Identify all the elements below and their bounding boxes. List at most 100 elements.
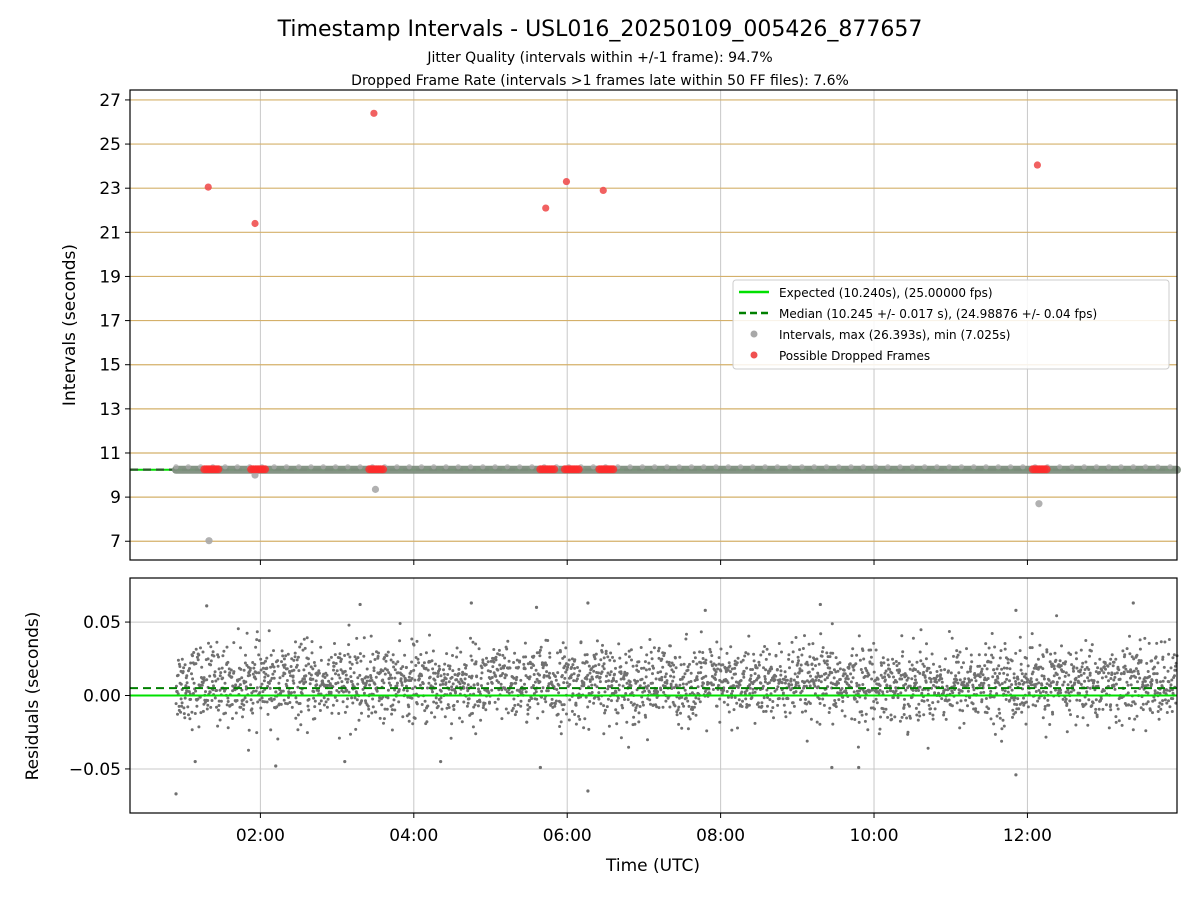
residual-point	[343, 669, 347, 673]
interval-point	[1130, 464, 1136, 470]
residual-point	[762, 696, 766, 700]
residual-point	[840, 687, 844, 690]
residual-point	[919, 659, 923, 663]
dropped-frame-cluster-point	[214, 465, 223, 474]
residual-point	[243, 696, 247, 700]
residual-point	[763, 675, 767, 678]
residual-point	[362, 691, 366, 695]
residual-point	[790, 640, 794, 644]
residual-point	[271, 672, 275, 676]
residual-outlier-point	[703, 608, 707, 612]
residual-point	[391, 703, 395, 707]
residual-point	[193, 712, 197, 715]
residual-point	[787, 685, 791, 689]
legend-dropped-label: Possible Dropped Frames	[779, 349, 930, 363]
residual-point	[908, 716, 912, 720]
residual-point	[176, 658, 180, 662]
residual-point	[456, 700, 459, 703]
residual-point	[383, 672, 387, 676]
residual-point	[1075, 698, 1079, 702]
residual-point	[985, 711, 989, 715]
residual-point	[651, 672, 654, 676]
residual-point	[492, 660, 496, 664]
residual-point	[587, 727, 591, 731]
interval-point	[590, 464, 596, 470]
residual-point	[1064, 690, 1068, 694]
residual-point	[208, 674, 212, 678]
residual-point	[545, 663, 548, 667]
residual-point	[956, 660, 960, 664]
residual-point	[918, 714, 922, 718]
residual-point	[660, 657, 664, 661]
residual-point	[933, 691, 937, 695]
top-plot-ytick-label: 11	[99, 444, 121, 464]
residual-point	[519, 678, 523, 682]
residual-point	[389, 673, 392, 677]
residual-point	[960, 689, 964, 693]
residual-point	[579, 640, 583, 644]
residual-point	[944, 657, 947, 661]
residual-point	[971, 702, 975, 706]
residual-point	[615, 699, 619, 703]
residual-point	[856, 745, 860, 749]
residual-point	[657, 706, 661, 710]
residual-point	[925, 669, 929, 673]
residual-point	[511, 706, 515, 710]
residual-point	[704, 661, 708, 665]
residual-point	[208, 690, 212, 694]
residual-point	[369, 660, 372, 664]
residual-point	[874, 648, 878, 652]
residual-point	[478, 700, 482, 704]
residual-point	[515, 675, 519, 679]
residual-point	[428, 675, 432, 679]
residual-point	[1145, 702, 1148, 706]
residual-point	[1036, 657, 1040, 661]
residual-point	[1131, 728, 1135, 732]
residual-point	[621, 706, 625, 710]
residual-point	[600, 670, 604, 674]
residual-point	[649, 702, 652, 706]
residual-point	[584, 695, 588, 699]
residual-point	[279, 702, 283, 706]
residual-point	[1081, 716, 1085, 720]
residual-point	[1128, 634, 1131, 638]
residual-point	[730, 695, 734, 699]
residual-point	[573, 658, 577, 662]
residual-point	[306, 657, 310, 661]
residual-point	[1083, 668, 1087, 671]
residual-point	[1132, 700, 1136, 704]
residual-point	[705, 729, 709, 733]
residual-point	[1044, 735, 1048, 739]
residual-point	[550, 680, 553, 684]
residual-point	[471, 640, 475, 644]
residual-point	[299, 642, 303, 646]
residual-point	[894, 686, 898, 690]
residual-point	[874, 697, 878, 701]
residual-point	[337, 673, 341, 677]
residual-outlier-point	[586, 601, 590, 605]
residual-point	[841, 700, 845, 703]
residual-point	[612, 659, 616, 663]
residual-point	[796, 681, 800, 685]
residual-point	[883, 671, 887, 675]
residual-point	[269, 665, 273, 669]
residual-point	[472, 705, 476, 709]
residual-point	[843, 714, 847, 718]
residual-point	[1107, 671, 1110, 675]
residual-point	[294, 716, 298, 720]
residual-point	[1020, 679, 1024, 683]
residual-point	[1042, 674, 1046, 678]
residual-point	[191, 677, 195, 681]
residual-point	[351, 701, 355, 705]
residual-point	[528, 705, 532, 709]
residual-point	[302, 637, 306, 641]
residual-point	[962, 680, 966, 684]
residual-point	[633, 708, 637, 712]
residual-point	[1058, 659, 1062, 663]
residual-point	[782, 703, 786, 707]
residual-point	[402, 688, 406, 692]
residual-point	[292, 681, 296, 685]
residual-point	[513, 651, 517, 655]
residual-point	[957, 671, 961, 675]
residual-point	[289, 674, 292, 678]
